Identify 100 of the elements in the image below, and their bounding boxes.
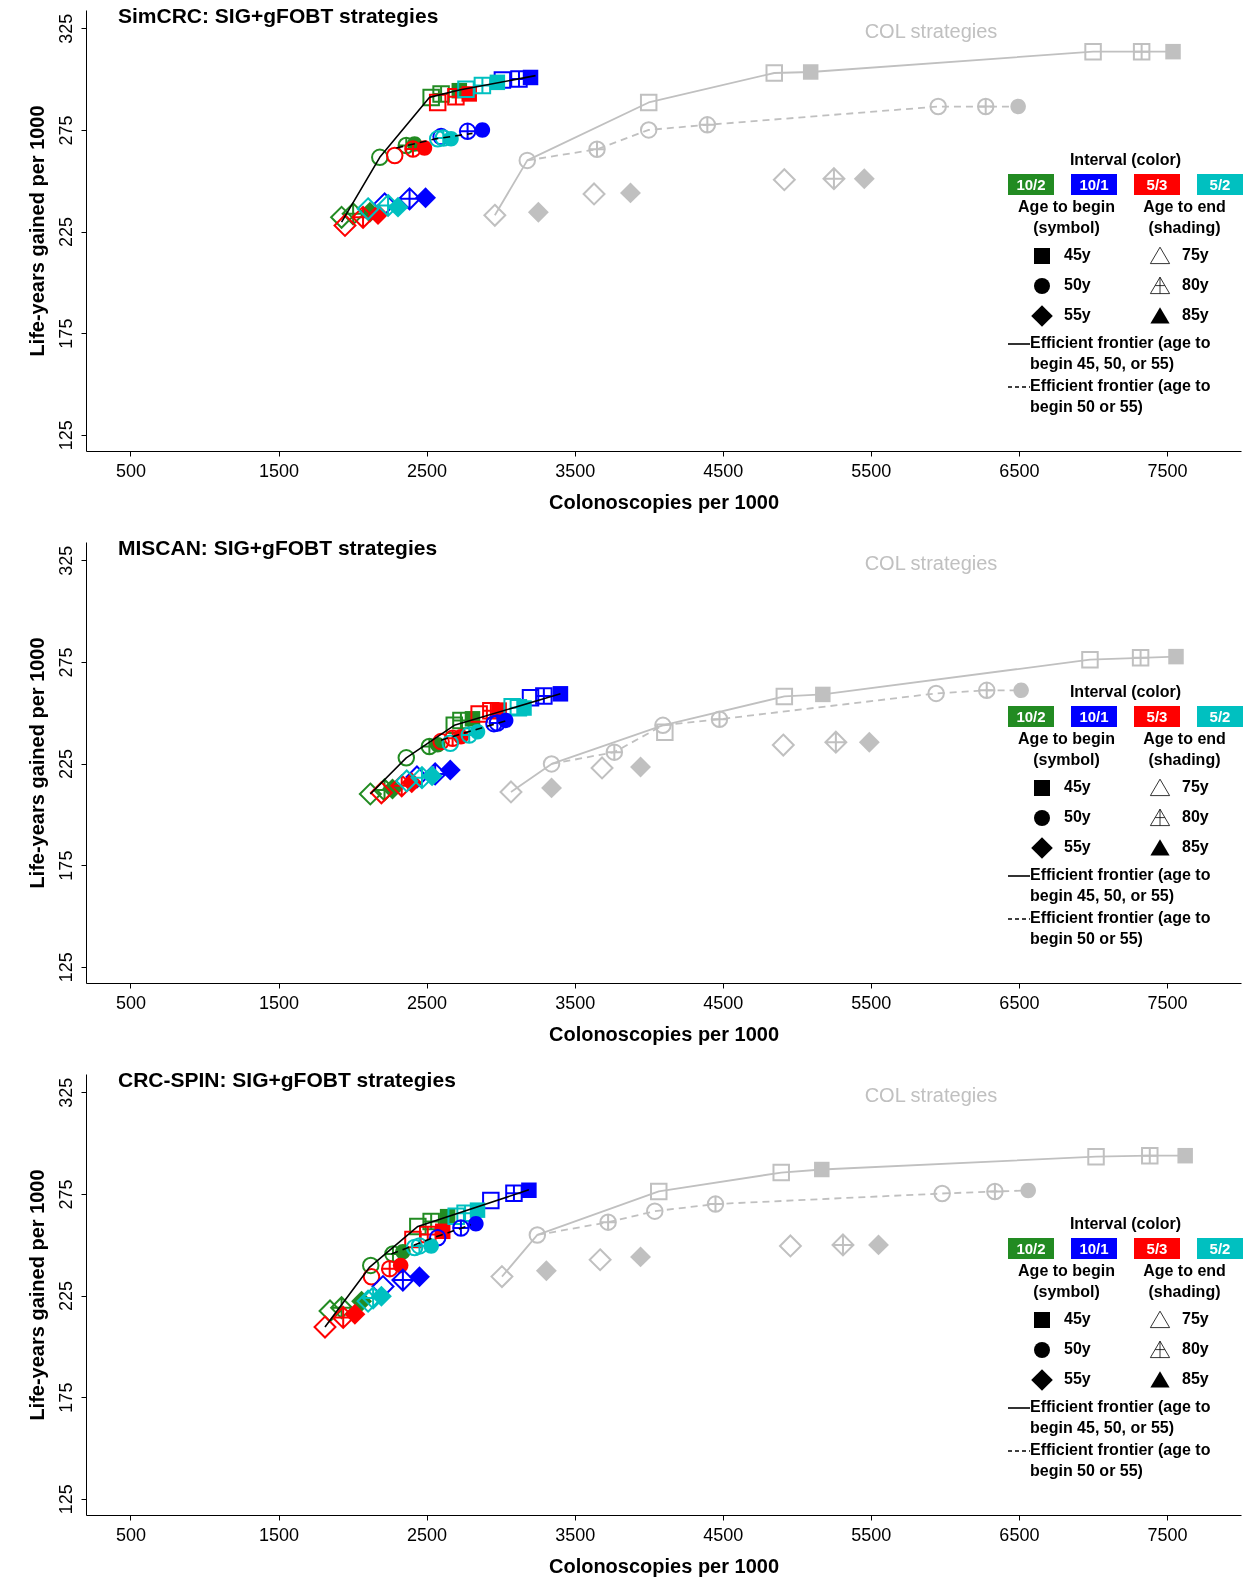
annotation: 45y [1064, 777, 1091, 798]
annotation: Age to end (shading) [1142, 1260, 1227, 1302]
annotation: 80y [1182, 275, 1209, 296]
point [1010, 98, 1026, 115]
point [405, 1238, 424, 1257]
text: 10/2 [1008, 173, 1054, 195]
x-tick-label: 6500 [999, 460, 1040, 481]
annotation: Age to end (shading) [1142, 728, 1227, 770]
point [419, 1225, 437, 1244]
point [1141, 1146, 1159, 1165]
point [542, 755, 561, 773]
point [428, 130, 447, 148]
point [488, 714, 507, 732]
point [639, 121, 658, 139]
point [775, 687, 794, 706]
legend-label: Efficient frontier (age to begin 50 or 55) [1030, 908, 1212, 950]
x-tick-label: 500 [115, 460, 146, 481]
point [490, 1265, 514, 1289]
point [858, 731, 880, 753]
annotation: Age to begin (symbol) [1017, 1260, 1116, 1302]
y-tick-label: 175 [55, 318, 76, 349]
point [432, 85, 450, 103]
point [483, 203, 507, 227]
annotation: 85y [1182, 1369, 1209, 1390]
x-tick-label: 4500 [703, 1524, 744, 1545]
y-tick-label: 175 [55, 850, 76, 881]
point [404, 1230, 422, 1249]
point [387, 196, 409, 218]
point [1168, 648, 1184, 665]
annotation: 45y [1064, 1309, 1091, 1330]
point [698, 116, 717, 134]
point [447, 88, 465, 106]
point [441, 734, 460, 752]
point [473, 76, 492, 95]
point [656, 723, 674, 741]
point [1084, 42, 1102, 61]
x-tick-label: 1500 [258, 992, 300, 1013]
point [778, 1234, 802, 1258]
point [362, 1268, 381, 1286]
point [344, 1303, 366, 1325]
text: 5/3 [1134, 173, 1180, 195]
x-tick-label: 500 [115, 1524, 146, 1545]
point [351, 205, 375, 229]
point [409, 1217, 427, 1236]
annotation: COL strategies [864, 552, 998, 574]
point [391, 1268, 415, 1292]
point [341, 202, 365, 226]
legend-title: Interval (color) [1068, 682, 1183, 702]
annotation: 50y [1064, 275, 1091, 296]
point [535, 1260, 557, 1282]
point [445, 716, 464, 735]
point [428, 1229, 447, 1247]
annotation: COL strategies [864, 1084, 998, 1106]
point [330, 1296, 354, 1320]
x-tick-label: 3500 [555, 460, 596, 481]
annotation: 50y [1064, 807, 1091, 828]
point [356, 1289, 380, 1313]
point [318, 1299, 342, 1323]
x-tick-label: 5500 [851, 992, 892, 1013]
point [482, 1191, 500, 1210]
point [469, 724, 486, 740]
annotation: 80y [1182, 807, 1209, 828]
annotation: 85y [1182, 837, 1209, 858]
point [330, 205, 354, 229]
point [422, 88, 440, 107]
x-tick-label: 3500 [555, 1524, 596, 1545]
y-tick-label: 325 [55, 545, 76, 576]
point [395, 769, 419, 793]
point [397, 749, 416, 767]
point [521, 688, 540, 707]
y-tick-label: 325 [55, 13, 76, 44]
point [385, 146, 404, 165]
text: 5/2 [1197, 705, 1243, 727]
point [528, 1226, 547, 1244]
point [541, 777, 563, 799]
point [447, 1207, 465, 1225]
point [362, 1256, 380, 1275]
annotation: 55y [1064, 305, 1091, 326]
y-tick-label: 125 [55, 1484, 76, 1515]
point [527, 201, 549, 223]
x-tick-label: 5500 [851, 460, 892, 481]
point [710, 710, 729, 728]
annotation: 50y [1064, 1339, 1091, 1360]
point [976, 97, 995, 116]
point [772, 168, 796, 192]
y-tick-label: 325 [55, 1077, 76, 1108]
point [822, 167, 846, 191]
point [986, 1182, 1004, 1201]
annotation: 75y [1182, 245, 1209, 266]
y-tick-label: 125 [55, 420, 76, 451]
point [646, 1202, 664, 1220]
annotation: Age to begin (symbol) [1017, 196, 1116, 238]
point [371, 148, 389, 167]
legend-title: Interval (color) [1068, 150, 1183, 170]
point [468, 1216, 484, 1232]
point [333, 213, 357, 237]
point [590, 756, 614, 780]
point [1177, 1147, 1193, 1164]
point [605, 743, 624, 761]
point [824, 730, 848, 754]
